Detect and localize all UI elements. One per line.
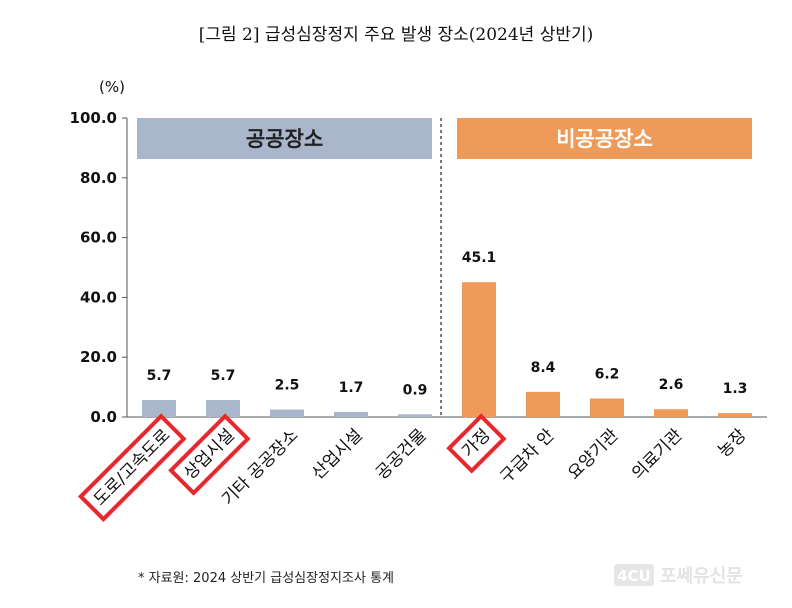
- source-note: * 자료원: 2024 상반기 급성심장정지조사 통계: [138, 571, 394, 586]
- bar: [206, 399, 240, 417]
- data-label: 45.1: [462, 250, 497, 266]
- bar: [334, 411, 368, 417]
- bar: [462, 282, 496, 417]
- highlight-box: [77, 413, 187, 522]
- group-band: [457, 118, 752, 159]
- group-label: 공공장소: [246, 127, 323, 151]
- watermark-text: 포쎄유신문: [660, 566, 743, 587]
- chart-title: [그림 2] 급성심장정지 주요 발생 장소(2024년 상반기): [199, 25, 594, 45]
- category-label: 구급차 안: [496, 425, 558, 487]
- bar: [718, 413, 752, 417]
- watermark: 4CU 포쎄유신문: [614, 564, 743, 587]
- y-tick-label: 40.0: [80, 288, 117, 306]
- y-tick-label: 20.0: [80, 348, 117, 366]
- data-label: 1.3: [723, 381, 748, 397]
- data-label: 1.7: [339, 380, 364, 396]
- data-label: 5.7: [147, 368, 172, 384]
- category-label: 산업시설: [308, 425, 366, 483]
- bar: [526, 391, 560, 417]
- data-label: 5.7: [211, 368, 236, 384]
- bar: [590, 398, 624, 417]
- category-label: 농장: [714, 425, 751, 462]
- category-label: 공공건물: [372, 425, 430, 483]
- category-label: 도로/고속도로: [90, 425, 175, 510]
- highlight-box: [446, 413, 507, 474]
- watermark-badge: [614, 564, 654, 586]
- y-unit-label: (%): [99, 78, 125, 96]
- group-label: 비공공장소: [556, 127, 653, 151]
- group-band: [137, 118, 432, 159]
- data-label: 6.2: [595, 366, 620, 382]
- bar: [654, 409, 688, 417]
- category-label: 요양기관: [564, 425, 622, 483]
- highlight-box: [168, 413, 251, 496]
- y-tick-label: 60.0: [80, 229, 117, 247]
- y-tick-label: 80.0: [80, 169, 117, 187]
- watermark-badge-text: 4CU: [617, 567, 651, 585]
- category-label: 의료기관: [628, 425, 686, 483]
- y-tick-label: 100.0: [70, 109, 117, 127]
- data-label: 0.9: [403, 382, 428, 398]
- bar: [398, 414, 432, 417]
- bar: [270, 409, 304, 417]
- data-label: 2.6: [659, 377, 684, 393]
- data-label: 2.5: [275, 378, 300, 394]
- y-tick-label: 0.0: [90, 408, 117, 426]
- bar: [142, 399, 176, 417]
- plot-area: 0.0 20.0 40.0 60.0 80.0 100.0 공공장소 비공공장소 5.7 도로/고…: [70, 109, 767, 522]
- data-label: 8.4: [531, 360, 556, 376]
